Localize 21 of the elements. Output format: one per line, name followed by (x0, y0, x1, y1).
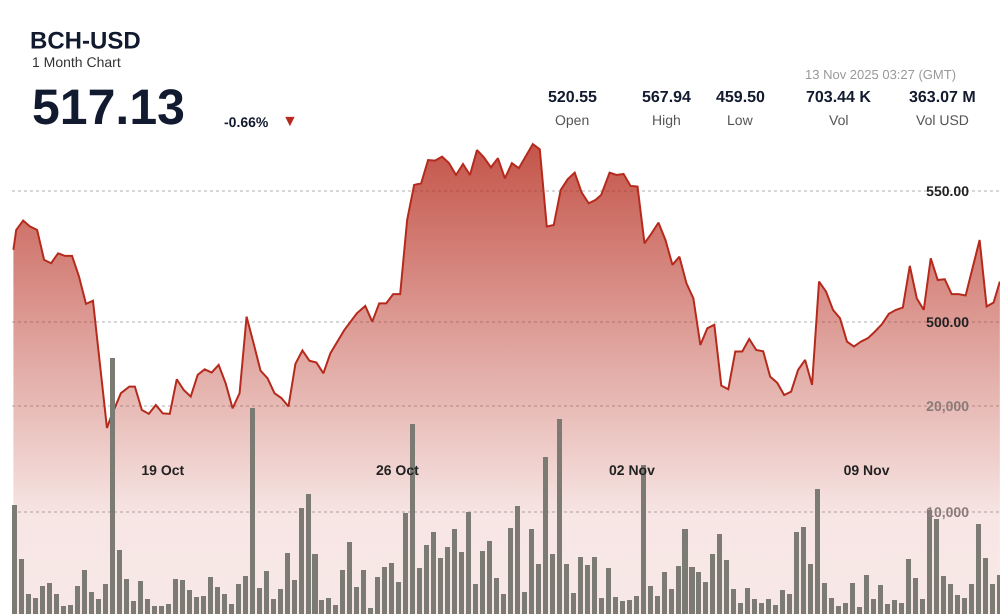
annotation: 520.55 (548, 89, 598, 106)
annotation: High (652, 112, 681, 128)
annotation: 567.94 (642, 89, 692, 106)
x-tick-label: 19 Oct (141, 462, 185, 478)
x-tick-label: 09 Nov (844, 462, 890, 478)
annotation: 459.50 (716, 89, 766, 106)
annotation: Open (555, 112, 590, 128)
text: 1 Month Chart (32, 54, 121, 70)
annotation: 703.44 K (806, 89, 872, 106)
annotation: 517.13 (32, 79, 185, 135)
annotation: Vol USD (916, 112, 969, 128)
text: BCH-USD (30, 27, 141, 54)
annotation: 13 Nov 2025 03:27 (GMT) (805, 67, 956, 82)
y-tick-label: 550.00 (926, 182, 970, 199)
annotation: ▼ (282, 113, 298, 130)
annotation: -0.66% (224, 114, 269, 130)
y2-tick-label: 20,000 (926, 398, 970, 414)
annotation: Low (727, 112, 754, 128)
annotation: 363.07 M (909, 89, 976, 106)
annotation: Vol (829, 112, 848, 128)
y-tick-label: 500.00 (926, 314, 970, 330)
